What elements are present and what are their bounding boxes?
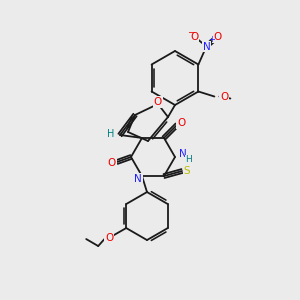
Text: +: + xyxy=(208,35,215,44)
Text: N: N xyxy=(134,174,142,184)
Text: O: O xyxy=(177,118,185,128)
Text: N: N xyxy=(179,149,187,159)
Text: O: O xyxy=(105,233,113,243)
Text: O: O xyxy=(220,92,229,101)
Text: O: O xyxy=(154,97,162,107)
Text: H: H xyxy=(107,129,115,139)
Text: S: S xyxy=(184,166,190,176)
Text: −: − xyxy=(187,27,194,36)
Text: O: O xyxy=(108,158,116,168)
Text: N: N xyxy=(202,41,210,52)
Text: O: O xyxy=(190,32,199,41)
Text: O: O xyxy=(213,32,221,43)
Text: H: H xyxy=(186,155,192,164)
